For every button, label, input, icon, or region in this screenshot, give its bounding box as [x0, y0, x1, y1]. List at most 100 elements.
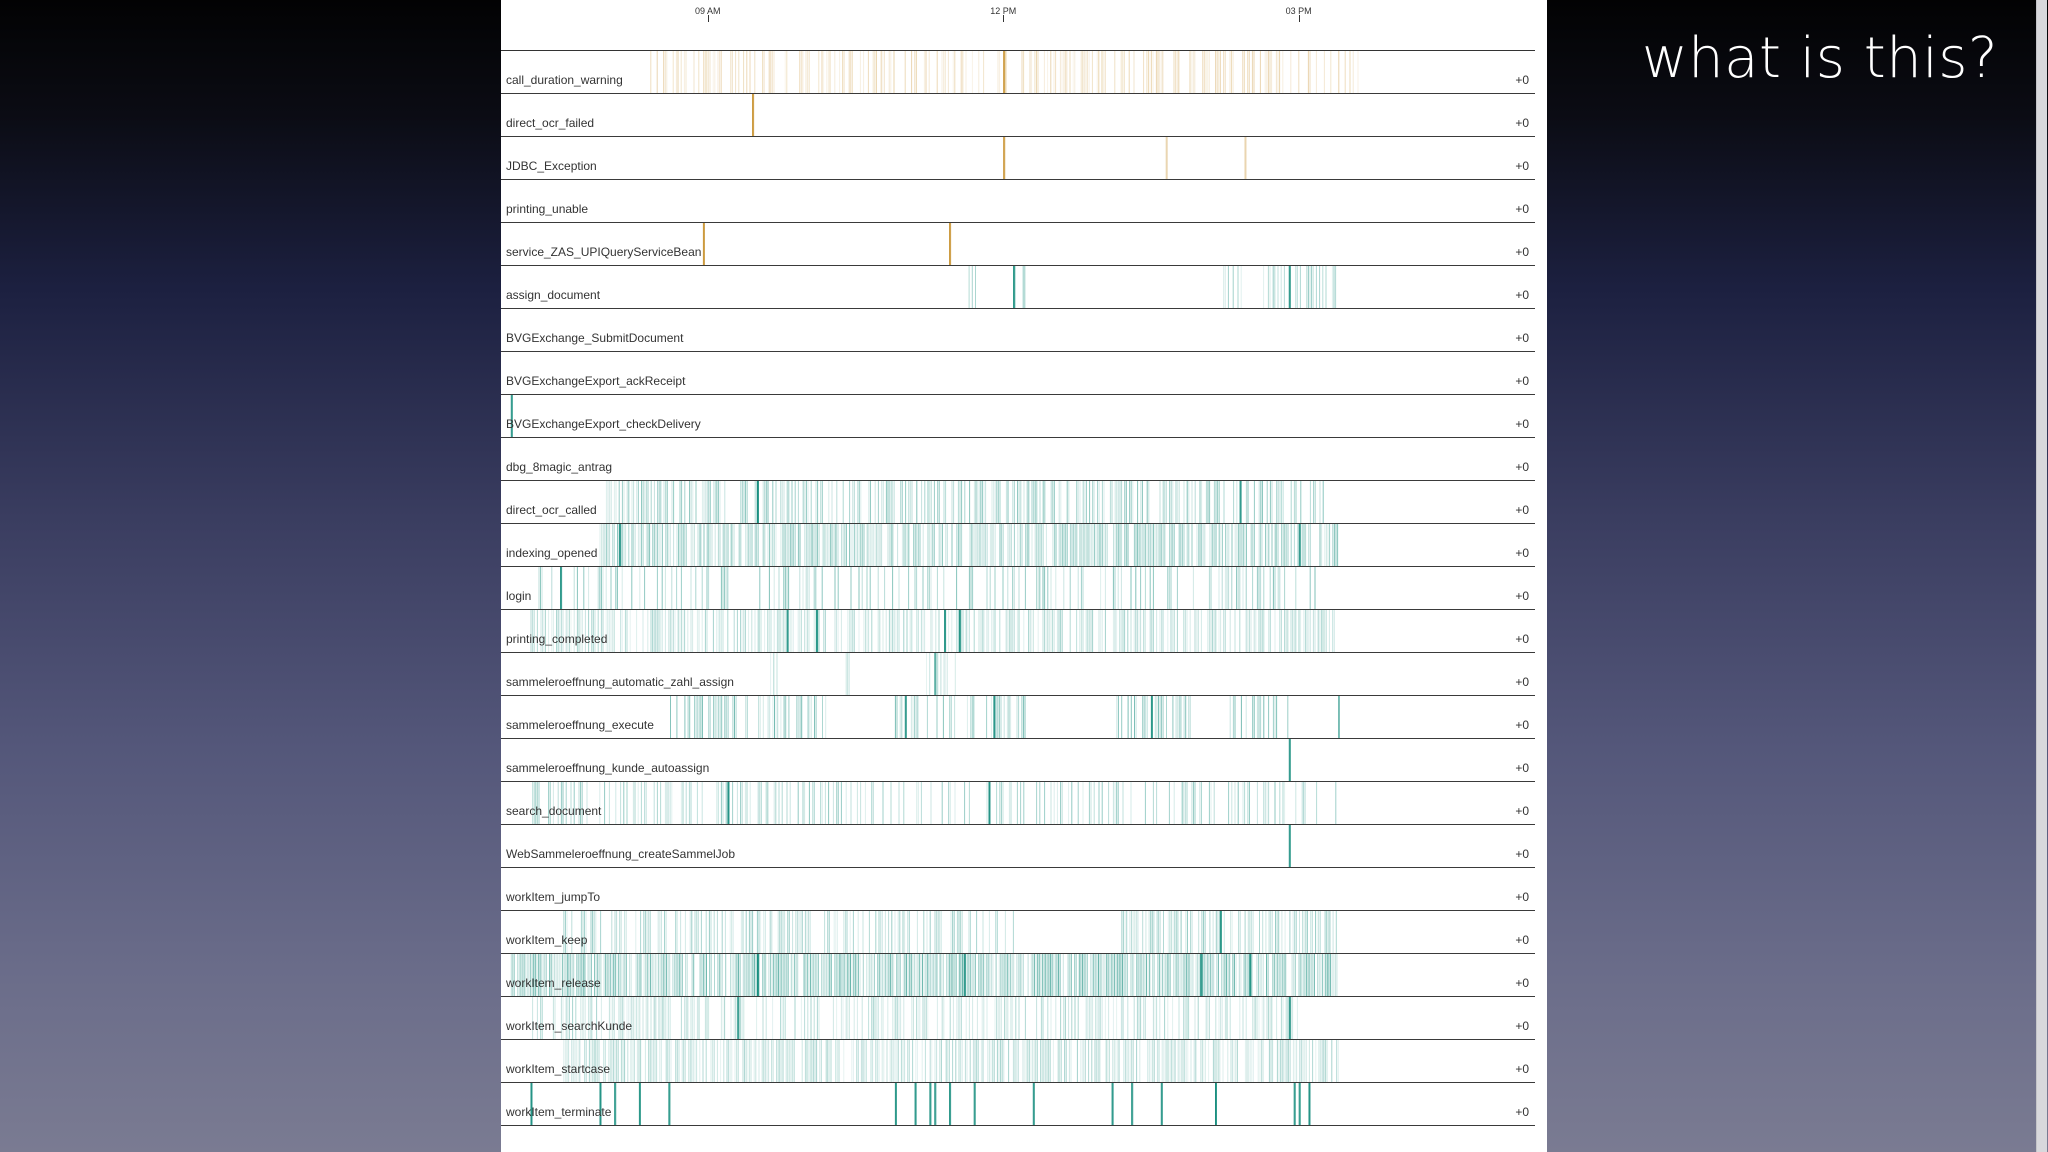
event-tick — [1231, 911, 1233, 953]
event-tick — [974, 1040, 976, 1082]
event-tick — [1216, 1040, 1218, 1082]
event-tick — [899, 954, 901, 996]
event-tick — [957, 610, 959, 652]
event-tick — [949, 997, 951, 1039]
event-row-label: BVGExchangeExport_checkDelivery — [506, 417, 701, 431]
event-tick — [1174, 1040, 1176, 1082]
event-tick — [1189, 610, 1191, 652]
event-row[interactable]: login +0 — [501, 567, 1535, 610]
event-tick — [660, 911, 662, 953]
event-row[interactable]: direct_ocr_called +0 — [501, 481, 1535, 524]
event-tick — [1151, 610, 1153, 652]
event-tick — [1013, 954, 1015, 996]
event-row[interactable]: workItem_terminate +0 — [501, 1083, 1535, 1126]
event-tick — [924, 481, 926, 523]
event-row[interactable]: printing_unable +0 — [501, 180, 1535, 223]
event-tick — [568, 954, 570, 996]
event-tick — [1030, 1040, 1032, 1082]
event-tick — [655, 524, 657, 566]
event-row[interactable]: JDBC_Exception +0 — [501, 137, 1535, 180]
event-tick — [1159, 524, 1161, 566]
event-tick — [1277, 567, 1279, 609]
event-tick — [915, 51, 917, 93]
event-tick — [1270, 911, 1272, 953]
event-tick — [809, 1040, 811, 1082]
event-tick — [935, 610, 937, 652]
event-tick — [813, 524, 815, 566]
event-row[interactable]: workItem_jumpTo +0 — [501, 868, 1535, 911]
event-tick — [845, 954, 847, 996]
event-tick — [821, 51, 823, 93]
event-tick — [931, 954, 933, 996]
event-tick — [969, 1040, 971, 1082]
event-tick — [618, 481, 620, 523]
event-row[interactable]: sammeleroeffnung_kunde_autoassign +0 — [501, 739, 1535, 782]
event-row[interactable]: sammeleroeffnung_automatic_zahl_assign +0 — [501, 653, 1535, 696]
event-row[interactable]: search_document +0 — [501, 782, 1535, 825]
event-row[interactable]: workItem_searchKunde +0 — [501, 997, 1535, 1040]
event-tick — [743, 51, 745, 93]
event-tick — [614, 911, 616, 953]
event-tick — [608, 954, 610, 996]
event-tick — [736, 782, 738, 824]
event-tick — [714, 696, 716, 738]
event-row[interactable]: call_duration_warning +0 — [501, 51, 1535, 94]
event-tick — [641, 481, 643, 523]
event-tick — [1224, 610, 1226, 652]
event-row[interactable]: direct_ocr_failed +0 — [501, 94, 1535, 137]
event-row[interactable]: WebSammeleroeffnung_createSammelJob +0 — [501, 825, 1535, 868]
event-tick — [608, 610, 610, 652]
event-row[interactable]: BVGExchange_SubmitDocument +0 — [501, 309, 1535, 352]
event-tick — [956, 911, 958, 953]
event-tick — [666, 524, 668, 566]
event-row-plot — [530, 610, 1335, 652]
event-tick — [1335, 266, 1337, 308]
event-tick — [866, 567, 868, 609]
event-row[interactable]: workItem_startcase +0 — [501, 1040, 1535, 1083]
event-tick — [1134, 696, 1135, 738]
event-row[interactable]: dbg_8magic_antrag +0 — [501, 438, 1535, 481]
event-row[interactable]: workItem_keep +0 — [501, 911, 1535, 954]
event-tick — [773, 653, 775, 695]
event-tick — [1295, 782, 1297, 824]
scrollbar[interactable] — [2036, 0, 2047, 1152]
event-tick — [1184, 782, 1186, 824]
event-tick — [1082, 782, 1084, 824]
event-tick — [574, 1040, 576, 1082]
event-tick — [727, 610, 729, 652]
event-tick — [851, 954, 853, 996]
event-tick — [953, 481, 955, 523]
event-tick — [1152, 782, 1154, 824]
event-tick — [750, 911, 752, 953]
event-tick — [667, 1040, 669, 1082]
event-tick — [696, 782, 698, 824]
event-tick — [1074, 51, 1076, 93]
event-row[interactable]: indexing_opened +0 — [501, 524, 1535, 567]
event-tick — [709, 954, 711, 996]
event-tick — [562, 782, 564, 824]
event-tick — [977, 1040, 979, 1082]
event-tick — [1153, 1040, 1155, 1082]
event-row[interactable]: assign_document +0 — [501, 266, 1535, 309]
event-tick — [864, 1040, 866, 1082]
event-row[interactable]: sammeleroeffnung_execute +0 — [501, 696, 1535, 739]
event-tick — [916, 911, 918, 953]
event-row[interactable]: BVGExchangeExport_ackReceipt +0 — [501, 352, 1535, 395]
event-row[interactable]: printing_completed +0 — [501, 610, 1535, 653]
event-tick — [1231, 524, 1233, 566]
event-tick — [908, 567, 910, 609]
event-row[interactable]: BVGExchangeExport_checkDelivery +0 — [501, 395, 1535, 438]
event-row[interactable]: workItem_release +0 — [501, 954, 1535, 997]
event-tick — [724, 481, 726, 523]
event-tick — [1226, 567, 1228, 609]
event-tick — [1100, 524, 1102, 566]
event-tick — [1237, 266, 1239, 308]
event-tick — [674, 954, 675, 996]
event-tick — [805, 481, 807, 523]
event-tick — [896, 610, 898, 652]
event-tick — [1089, 481, 1091, 523]
event-tick — [626, 997, 628, 1039]
event-tick — [1194, 481, 1196, 523]
event-row[interactable]: service_ZAS_UPIQueryServiceBean +0 — [501, 223, 1535, 266]
event-tick — [1293, 481, 1295, 523]
